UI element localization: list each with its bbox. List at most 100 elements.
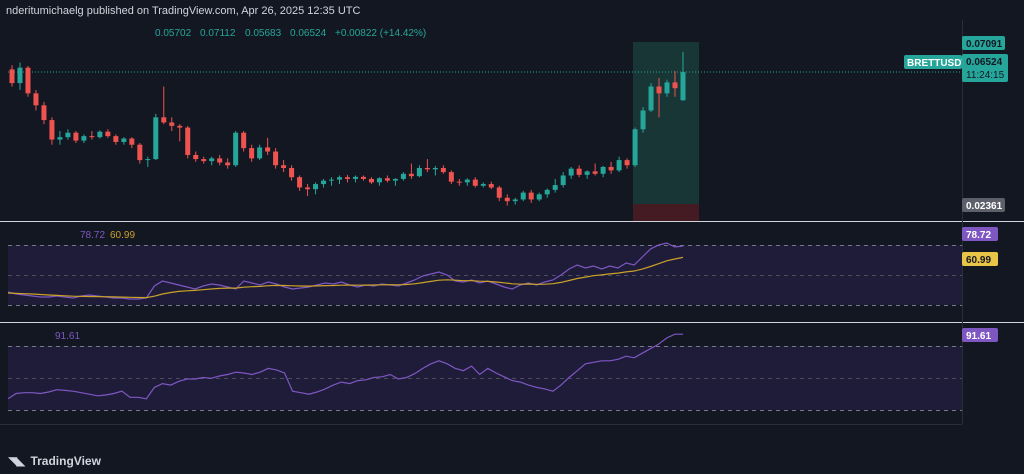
position-stop-zone bbox=[633, 204, 699, 221]
ohlc-low: 0.05683 bbox=[245, 28, 282, 39]
candle-body bbox=[448, 172, 454, 182]
candlestick-series bbox=[9, 51, 686, 206]
indicator-line bbox=[7, 242, 684, 300]
candle-body bbox=[257, 147, 263, 159]
candle-body bbox=[121, 138, 127, 142]
candle-body bbox=[73, 132, 79, 141]
candle-body bbox=[576, 168, 582, 175]
candle-body bbox=[201, 159, 207, 162]
candle-body bbox=[177, 125, 183, 128]
rsi-lines bbox=[7, 242, 684, 300]
candle-body bbox=[65, 132, 71, 138]
candle-body bbox=[153, 117, 159, 160]
rsi-axis-tag-text: 78.72 bbox=[966, 230, 991, 241]
candle-body bbox=[329, 179, 335, 181]
candle-body bbox=[600, 166, 606, 174]
candle-body bbox=[672, 82, 678, 89]
candle-body bbox=[113, 136, 119, 142]
ohlc-open: 0.05702 bbox=[155, 28, 192, 39]
candle-body bbox=[616, 160, 622, 171]
oscillator-lines bbox=[7, 333, 683, 400]
candle-body bbox=[496, 187, 502, 198]
candle-body bbox=[321, 180, 327, 185]
candle-body bbox=[145, 159, 151, 161]
candle-body bbox=[424, 167, 430, 170]
candle-body bbox=[81, 136, 87, 141]
candle-body bbox=[337, 177, 343, 180]
candle-body bbox=[504, 197, 510, 202]
symbol-tag bbox=[904, 55, 962, 69]
candle-body bbox=[25, 67, 31, 94]
candle-body bbox=[608, 166, 614, 171]
symbol-tag-text: BRETTUSDT bbox=[907, 58, 968, 69]
top-price-tag bbox=[962, 36, 1005, 50]
candle-body bbox=[640, 110, 646, 130]
candle-body bbox=[33, 93, 39, 106]
candle-body bbox=[49, 120, 55, 140]
candle-body bbox=[313, 184, 319, 190]
candle-body bbox=[289, 167, 295, 178]
candle-body bbox=[432, 167, 438, 170]
candle-body bbox=[17, 67, 23, 84]
candle-body bbox=[552, 185, 558, 190]
candle-body bbox=[249, 148, 255, 159]
last-price-tag-text: 0.06524 bbox=[966, 57, 1003, 68]
rsi-axis-tag bbox=[962, 227, 998, 241]
candle-body bbox=[400, 173, 406, 179]
candle-body bbox=[129, 138, 135, 145]
candle-body bbox=[241, 132, 247, 149]
countdown-text: 11:24:15 bbox=[966, 70, 1005, 81]
publisher-caption: nderitumichaelg published on TradingView… bbox=[6, 5, 361, 17]
candle-body bbox=[384, 178, 390, 181]
candle-body bbox=[57, 137, 63, 140]
candle-body bbox=[225, 162, 231, 166]
candle-body bbox=[209, 158, 215, 162]
ohlc-high: 0.07112 bbox=[200, 28, 236, 39]
bottom-price-tag-text: 0.02361 bbox=[966, 201, 1003, 212]
footer[interactable]: ◥◣ TradingView bbox=[8, 452, 101, 470]
candle-body bbox=[193, 154, 199, 160]
candle-body bbox=[520, 192, 526, 200]
candle-body bbox=[105, 131, 111, 137]
rsi-value: 78.72 bbox=[80, 230, 105, 241]
candle-body bbox=[544, 189, 550, 195]
candle-body bbox=[97, 131, 103, 138]
candle-body bbox=[392, 178, 398, 181]
candle-body bbox=[560, 175, 566, 186]
candle-body bbox=[345, 177, 350, 179]
candle-body bbox=[480, 184, 486, 186]
candle-body bbox=[185, 127, 191, 155]
candle-body bbox=[9, 69, 15, 84]
candle-body bbox=[472, 179, 478, 186]
footer-brand: TradingView bbox=[30, 454, 101, 468]
candle-body bbox=[305, 187, 311, 190]
last-price-tag bbox=[962, 54, 1008, 82]
candle-body bbox=[512, 199, 518, 202]
osc-value: 91.61 bbox=[55, 331, 80, 342]
candle-body bbox=[648, 86, 654, 111]
candle-body bbox=[488, 184, 494, 188]
ohlc-change: +0.00822 (+14.42%) bbox=[335, 28, 426, 39]
candle-body bbox=[680, 72, 686, 101]
osc-axis-tag-text: 91.61 bbox=[966, 331, 991, 342]
candle-body bbox=[89, 136, 95, 138]
candle-body bbox=[664, 82, 670, 94]
candle-body bbox=[624, 160, 630, 166]
candle-body bbox=[352, 176, 358, 179]
candle-body bbox=[592, 171, 598, 174]
candle-body bbox=[568, 168, 574, 176]
candle-body bbox=[632, 129, 638, 166]
tradingview-logo-icon: ◥◣ bbox=[8, 454, 25, 468]
rsi-ma-axis-tag bbox=[962, 252, 998, 266]
candle-body bbox=[376, 178, 382, 183]
osc-axis-tag bbox=[962, 328, 998, 342]
ohlc-close: 0.06524 bbox=[290, 28, 327, 39]
candle-body bbox=[464, 179, 470, 183]
candle-body bbox=[233, 132, 239, 166]
candle-body bbox=[273, 151, 279, 166]
candle-body bbox=[368, 178, 374, 183]
indicator-line bbox=[7, 256, 684, 299]
rsi-ma-value: 60.99 bbox=[110, 230, 135, 241]
candle-body bbox=[408, 173, 414, 177]
